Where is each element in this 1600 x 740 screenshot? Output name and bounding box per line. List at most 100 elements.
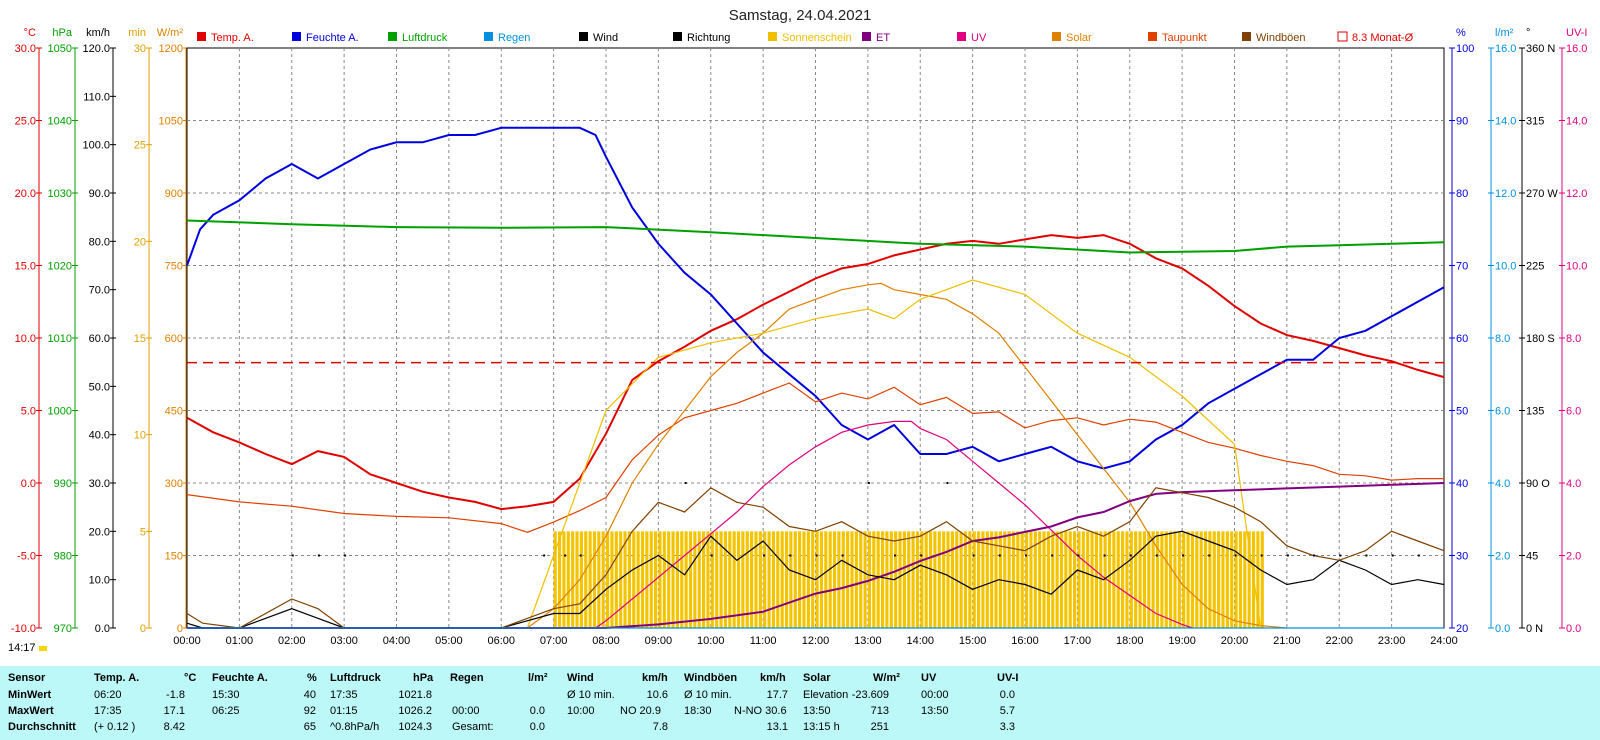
wind-tick-label-11: 10.0 [89, 575, 110, 587]
header-temp: Temp. A. [94, 672, 140, 684]
richtung-point-5 [579, 554, 582, 557]
sunshine-bar-103 [1003, 531, 1007, 628]
humidity-tick-label-6: 40 [1456, 478, 1468, 490]
sunshine-bar-68 [850, 531, 854, 628]
sunshine-bar-62 [824, 531, 828, 628]
stats-cell-wind-v: 7.8 [652, 721, 668, 733]
uv-tick-label-7: 2.0 [1566, 551, 1581, 563]
stats-cell-label: Durchschnitt [8, 721, 76, 733]
series-line-1 [186, 126, 1445, 470]
sunshine-bar-29 [680, 531, 684, 628]
sunshine-bar-30 [684, 531, 688, 628]
sunshine-bar-118 [1068, 531, 1072, 628]
sunshine-bar-69 [854, 531, 858, 628]
sunshine-bar-86 [928, 531, 933, 628]
direction-tick-label-2: 270 W [1526, 188, 1558, 200]
richtung-point-17 [998, 554, 1001, 557]
sunshine-bar-14 [614, 531, 618, 628]
sunshine-bar-133 [1134, 531, 1138, 628]
stats-cell-solar-v: -23.609 [851, 689, 889, 701]
sunshine-bar-119 [1073, 531, 1077, 628]
sunshine-bar-114 [1051, 531, 1055, 628]
stats-cell-uv-v: 5.7 [999, 705, 1015, 717]
sunshine-bar-10 [597, 531, 601, 628]
temp-tick-label-2: 20.0 [15, 188, 36, 200]
wind-tick-label-7: 50.0 [89, 381, 110, 393]
richtung-point-18 [1025, 554, 1027, 557]
sunshine-bar-38 [719, 531, 723, 628]
x-tick-0: 00:00 [173, 635, 201, 647]
sunshine-bar-153 [1221, 531, 1225, 628]
uv-tick-label-5: 6.0 [1566, 406, 1581, 418]
sunshine-bar-94 [963, 531, 968, 628]
sunshine-bar-135 [1142, 531, 1147, 628]
series-line-5 [526, 279, 1262, 629]
sunshine-bar-97 [976, 531, 981, 628]
rain-unit-label: l/m² [1495, 27, 1514, 39]
richtung-point-21 [1103, 554, 1106, 557]
sunshine-bar-70 [859, 531, 863, 628]
direction-unit-label: ° [1526, 27, 1530, 39]
direction-tick-label-3: 225 [1526, 261, 1544, 273]
legend-label-0: Temp. A. [211, 32, 254, 44]
uv-tick-label-2: 12.0 [1566, 188, 1587, 200]
direction-tick-label-0: 360 N [1526, 43, 1555, 55]
sunshine-bar-5 [575, 531, 579, 628]
x-tick-21: 21:00 [1273, 635, 1301, 647]
sunshine-bar-54 [789, 531, 793, 628]
sunshine-bar-43 [741, 531, 745, 628]
sunshine-bar-100 [990, 531, 994, 628]
sunshine-bar-124 [1094, 531, 1098, 628]
sunshine-bar-78 [894, 531, 898, 628]
pressure-tick-label-2: 1030 [48, 188, 72, 200]
x-tick-8: 08:00 [592, 635, 620, 647]
x-tick-3: 03:00 [330, 635, 358, 647]
stats-cell-wind-t: 10:00 [567, 705, 595, 717]
series-line-3 [186, 382, 1444, 533]
stats-cell-hum-v: 65 [303, 721, 316, 733]
sunshine-bar-47 [758, 531, 762, 628]
sunshine-bar-109 [1029, 531, 1033, 628]
stats-row: MinWert 06:20 -1.8 15:30 40 17:35 1021.8 Ø 10 m… [0, 689, 1600, 705]
rain-tick-label-7: 2.0 [1495, 551, 1510, 563]
stats-cell-hum-t: 06:25 [212, 705, 240, 717]
sunshine-bar-120 [1077, 531, 1081, 628]
uv-tick-label-0: 16.0 [1566, 43, 1587, 55]
solar-tick-label-6: 300 [165, 478, 183, 490]
sunshine-bar-56 [798, 531, 802, 628]
direction-tick-label-6: 90 O [1526, 478, 1550, 490]
header-wind: Wind [567, 672, 594, 684]
direction-tick-label-5: 135 [1526, 406, 1544, 418]
sunshine-bar-145 [1186, 531, 1190, 628]
legend-swatch-2 [388, 32, 397, 41]
sunshine-bar-17 [627, 531, 631, 628]
chart-title: Samstag, 24.04.2021 [729, 7, 872, 24]
axes: 30.025.020.015.010.05.00.0-5.0-10.0°C105… [11, 27, 1588, 635]
sunshine-bar-21 [645, 531, 649, 628]
header-humidity-unit: % [307, 672, 317, 684]
sunshine-bar-52 [780, 531, 784, 628]
sunshine-bar-80 [902, 531, 906, 628]
sunshine-bar-1 [557, 531, 562, 628]
x-tick-13: 13:00 [854, 635, 882, 647]
uv-unit-label: UV-I [1566, 27, 1587, 39]
sunshine-bar-138 [1155, 531, 1160, 628]
legend-swatch-11 [1242, 32, 1251, 41]
stats-cell-gust-t: Ø 10 min. [684, 689, 732, 701]
rain-tick-label-5: 6.0 [1495, 406, 1510, 418]
sunshine-bar-45 [750, 531, 754, 628]
header-humidity: Feuchte A. [212, 672, 268, 684]
legend-label-7: ET [876, 32, 890, 44]
sunshine-bar-152 [1217, 531, 1221, 628]
rain-tick-label-8: 0.0 [1495, 623, 1510, 635]
sunshine-bar-99 [985, 531, 989, 628]
rain-tick-label-6: 4.0 [1495, 478, 1510, 490]
temp-tick-label-5: 5.0 [21, 406, 36, 418]
sunshine-bar-55 [793, 531, 797, 628]
sunshine-bar-98 [981, 531, 985, 628]
legend-label-8: UV [971, 32, 987, 44]
sunshine-tick-label-6: 0 [140, 623, 146, 635]
uv-tick-label-4: 8.0 [1566, 333, 1581, 345]
series-lines [186, 126, 1445, 629]
sunshine-tick-label-0: 30 [134, 43, 146, 55]
